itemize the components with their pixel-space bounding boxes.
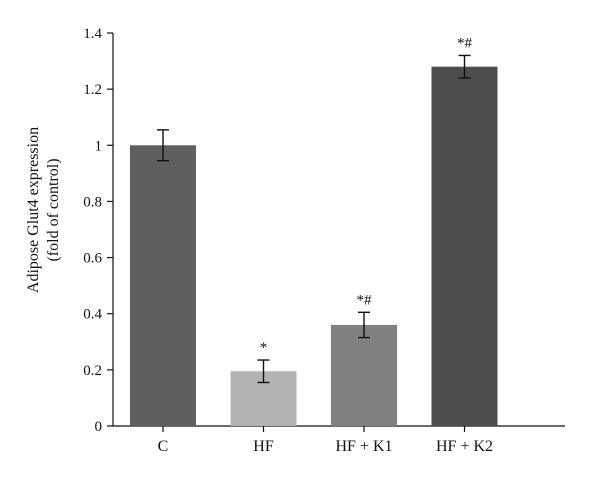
significance-marker: * — [260, 340, 268, 356]
y-tick-label: 0.4 — [83, 307, 102, 323]
y-tick-label: 0.8 — [83, 194, 102, 210]
y-axis-title: Adipose Glut4 expression (fold of contro… — [25, 127, 62, 293]
bar — [431, 66, 498, 426]
y-tick-label: 1.2 — [83, 82, 102, 98]
y-tick-label: 1.4 — [83, 26, 102, 42]
y-tick-label: 0.6 — [83, 251, 102, 267]
bars — [130, 66, 498, 427]
error-bars — [157, 54, 471, 384]
y-axis-title-line-2: (fold of control) — [45, 158, 62, 261]
y-axis-title-line-1: Adipose Glut4 expression — [25, 127, 42, 293]
significance-marker: *# — [357, 292, 373, 308]
x-tick-label: HF + K1 — [335, 438, 392, 455]
bar — [331, 324, 397, 426]
x-tick-label: HF + K2 — [436, 438, 493, 455]
x-tick-label: C — [158, 438, 169, 455]
significance-marker: *# — [457, 35, 473, 51]
y-tick-label: 0 — [95, 419, 103, 435]
axes: 0 0.2 0.4 0.6 0.8 1 1.2 1.4 C HF HF + K1 HF + K2 — [83, 26, 565, 455]
y-tick-label: 1 — [95, 138, 103, 154]
y-tick-label: 0.2 — [83, 363, 102, 379]
x-tick-label: HF — [253, 438, 274, 455]
annotations: * *# *# — [260, 35, 473, 356]
bar — [130, 145, 196, 427]
